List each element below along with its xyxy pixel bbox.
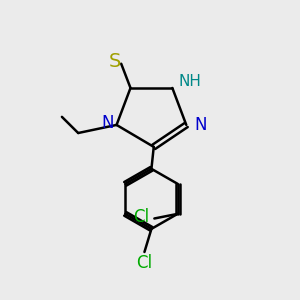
- Text: NH: NH: [178, 74, 201, 88]
- Text: Cl: Cl: [136, 254, 152, 272]
- Text: Cl: Cl: [134, 208, 150, 226]
- Text: N: N: [194, 116, 206, 134]
- Text: S: S: [109, 52, 122, 71]
- Text: N: N: [101, 114, 113, 132]
